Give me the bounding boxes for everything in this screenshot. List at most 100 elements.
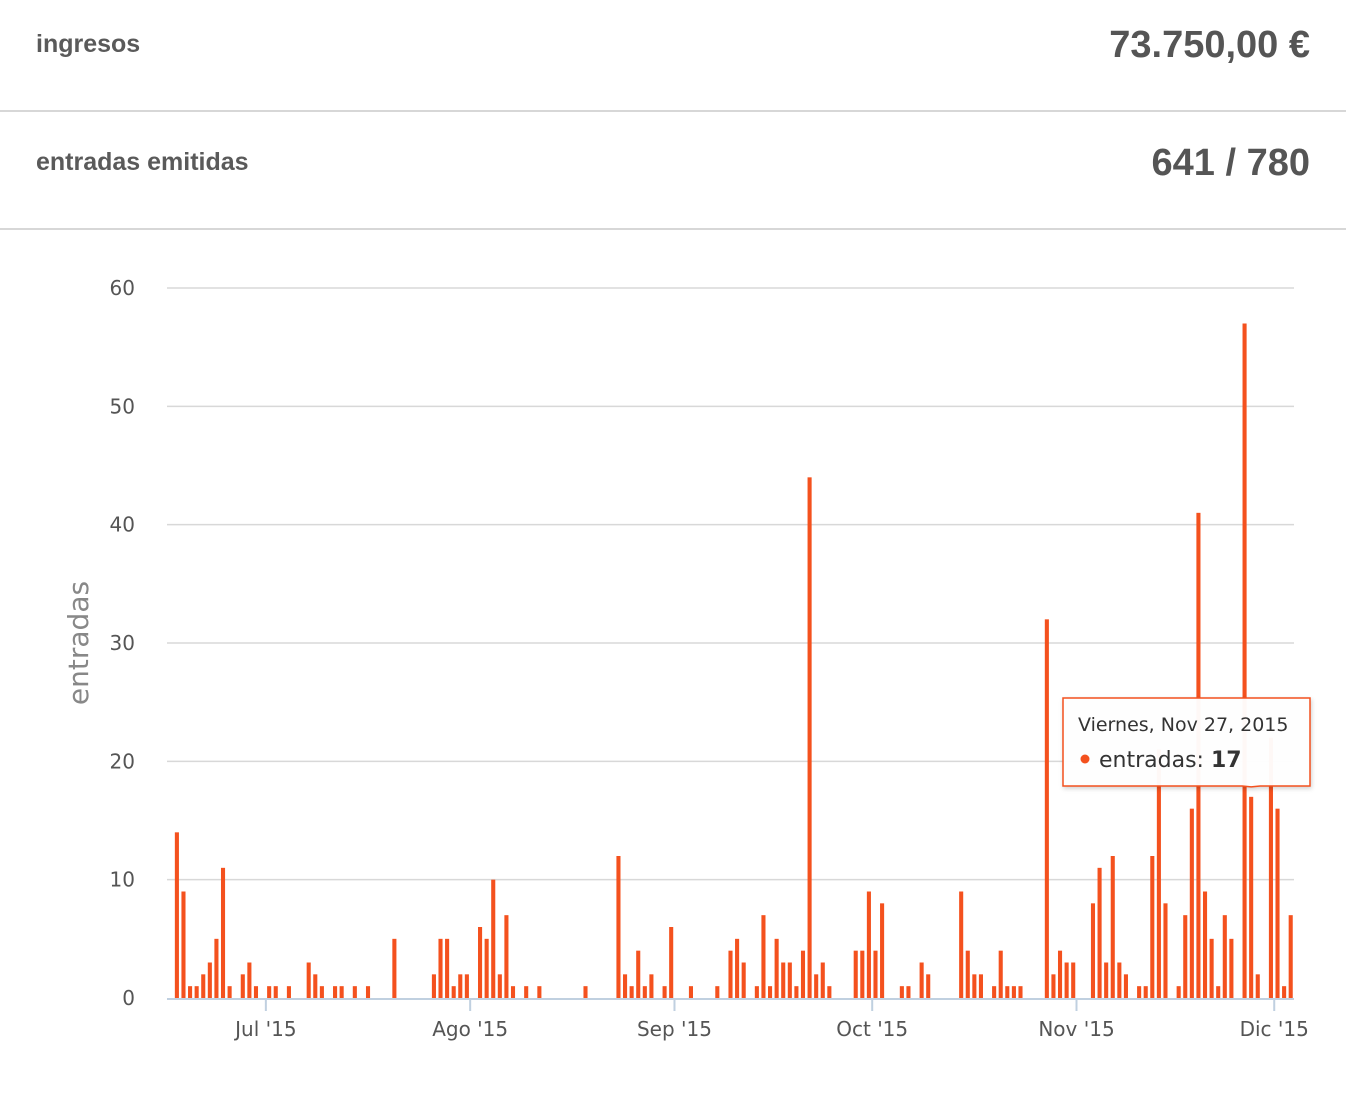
bar[interactable]: [880, 903, 885, 998]
bar[interactable]: [642, 986, 647, 998]
bar[interactable]: [1071, 962, 1076, 999]
bar[interactable]: [800, 950, 806, 998]
bar[interactable]: [978, 974, 983, 998]
bar[interactable]: [1137, 986, 1142, 998]
bar[interactable]: [1176, 986, 1181, 998]
bar[interactable]: [524, 986, 529, 998]
bar[interactable]: [583, 986, 588, 998]
bar[interactable]: [181, 891, 186, 999]
bar[interactable]: [1051, 974, 1056, 998]
bar[interactable]: [1057, 950, 1063, 998]
bar[interactable]: [853, 950, 858, 998]
bar[interactable]: [313, 974, 318, 998]
bar[interactable]: [1282, 986, 1287, 998]
bar[interactable]: [451, 986, 456, 998]
bar[interactable]: [306, 962, 311, 999]
bar[interactable]: [1104, 962, 1109, 999]
bar[interactable]: [207, 962, 212, 999]
bar[interactable]: [194, 986, 199, 998]
bar[interactable]: [333, 986, 338, 998]
bar[interactable]: [445, 938, 450, 998]
bar[interactable]: [1090, 903, 1096, 998]
bar[interactable]: [787, 962, 792, 999]
bar[interactable]: [1202, 891, 1208, 999]
bar[interactable]: [992, 986, 997, 998]
bar[interactable]: [1117, 962, 1122, 999]
bar[interactable]: [537, 986, 542, 998]
bar[interactable]: [267, 986, 272, 998]
bar[interactable]: [1229, 938, 1234, 998]
bar[interactable]: [1288, 915, 1293, 998]
bar[interactable]: [873, 950, 878, 998]
bar[interactable]: [616, 856, 621, 998]
bar[interactable]: [1156, 749, 1161, 999]
bar[interactable]: [715, 986, 720, 998]
bar[interactable]: [669, 927, 674, 998]
bar[interactable]: [1044, 619, 1049, 998]
bar[interactable]: [497, 974, 502, 998]
bar[interactable]: [1097, 867, 1102, 998]
bar[interactable]: [866, 891, 871, 999]
bar[interactable]: [1163, 903, 1168, 998]
bar[interactable]: [649, 974, 654, 998]
bar[interactable]: [273, 986, 278, 998]
bar[interactable]: [504, 915, 509, 998]
bar[interactable]: [998, 950, 1003, 998]
bar[interactable]: [735, 938, 740, 998]
bar[interactable]: [214, 938, 219, 998]
bar[interactable]: [1242, 323, 1247, 999]
bar[interactable]: [629, 986, 634, 998]
bar[interactable]: [1150, 856, 1155, 998]
bar[interactable]: [484, 938, 489, 998]
bar[interactable]: [1209, 938, 1214, 998]
bar[interactable]: [1189, 808, 1194, 998]
bar[interactable]: [1275, 808, 1280, 998]
bar[interactable]: [768, 986, 773, 998]
bar[interactable]: [1216, 986, 1221, 998]
bar[interactable]: [728, 950, 733, 998]
bar[interactable]: [1123, 974, 1128, 998]
bar[interactable]: [662, 986, 667, 998]
bar[interactable]: [220, 867, 226, 998]
bar[interactable]: [491, 879, 496, 998]
bar[interactable]: [1183, 915, 1188, 998]
bar[interactable]: [392, 938, 397, 998]
bar[interactable]: [906, 986, 911, 998]
bar[interactable]: [227, 986, 232, 998]
bar[interactable]: [319, 986, 324, 998]
bar[interactable]: [965, 950, 970, 998]
bar[interactable]: [1005, 986, 1010, 998]
bar[interactable]: [636, 950, 641, 998]
bar[interactable]: [174, 832, 179, 998]
bar[interactable]: [464, 974, 469, 998]
bar[interactable]: [1222, 915, 1227, 998]
bar-series-entradas[interactable]: [174, 323, 1293, 999]
bar[interactable]: [761, 915, 766, 998]
bar[interactable]: [899, 986, 904, 998]
bar[interactable]: [253, 986, 259, 998]
bar[interactable]: [431, 974, 436, 998]
bar[interactable]: [1011, 986, 1016, 998]
bar[interactable]: [623, 974, 628, 998]
bar[interactable]: [478, 927, 483, 998]
bar[interactable]: [688, 986, 693, 998]
bar[interactable]: [247, 962, 252, 999]
bar[interactable]: [188, 986, 193, 998]
bar[interactable]: [959, 891, 964, 999]
bar[interactable]: [820, 962, 825, 999]
bar[interactable]: [972, 974, 977, 998]
bar[interactable]: [741, 962, 746, 999]
bar[interactable]: [807, 477, 812, 998]
bar[interactable]: [240, 974, 245, 998]
bar[interactable]: [438, 938, 443, 998]
bar[interactable]: [754, 986, 759, 998]
bar[interactable]: [458, 974, 463, 998]
bar[interactable]: [1249, 796, 1254, 998]
bar[interactable]: [1018, 986, 1023, 998]
bar[interactable]: [1143, 986, 1148, 998]
bar[interactable]: [286, 986, 291, 998]
bar[interactable]: [339, 986, 344, 998]
bar[interactable]: [365, 986, 371, 998]
bar[interactable]: [1268, 737, 1273, 998]
bar[interactable]: [201, 974, 206, 998]
